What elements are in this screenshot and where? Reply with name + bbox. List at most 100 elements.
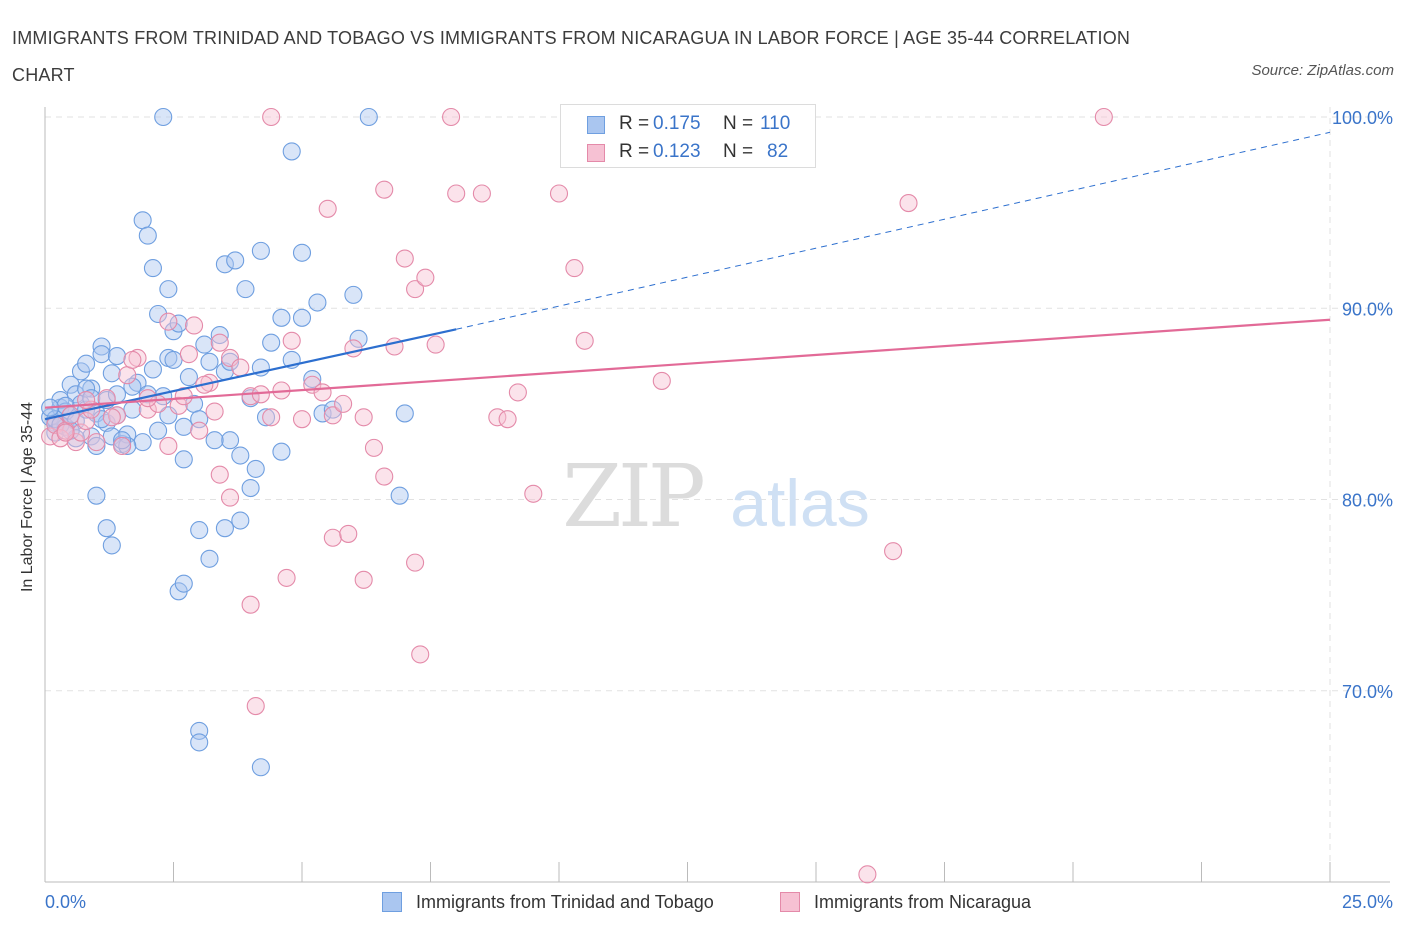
watermark-zip: ZIP — [562, 447, 703, 547]
nicaragua-point — [87, 433, 106, 452]
trinidad-point — [149, 421, 168, 440]
y-tick-label: 100.0% — [1332, 108, 1393, 128]
nicaragua-point — [565, 259, 584, 278]
trinidad-trend-line — [44, 328, 457, 421]
nicaragua-point — [102, 408, 121, 427]
legend-r-value: 0.123 — [653, 141, 701, 162]
trinidad-point — [102, 364, 121, 383]
nicaragua-point — [77, 412, 96, 431]
legend-swatch-trinidad — [382, 892, 402, 912]
nicaragua-point — [354, 408, 373, 427]
nicaragua-point — [442, 107, 461, 127]
nicaragua-point — [858, 865, 877, 884]
nicaragua-point — [179, 345, 198, 364]
nicaragua-point — [406, 553, 425, 572]
nicaragua-point — [1094, 107, 1113, 127]
trinidad-point — [262, 333, 281, 352]
trinidad-point — [292, 308, 312, 327]
nicaragua-point — [472, 184, 491, 203]
trinidad-point — [61, 375, 80, 394]
trinidad-point — [210, 325, 229, 345]
chart-source: Source: ZipAtlas.com — [1251, 62, 1394, 79]
legend-n-label: N = — [723, 113, 754, 134]
trinidad-point — [359, 107, 378, 127]
nicaragua-point — [123, 350, 142, 369]
legend-r-value: 0.175 — [653, 113, 701, 134]
nicaragua-point — [364, 438, 384, 457]
nicaragua-point — [205, 402, 224, 421]
trinidad-point — [102, 536, 121, 555]
nicaragua-point — [231, 358, 250, 377]
y-tick-label: 80.0% — [1342, 491, 1393, 511]
legend-row-trinidad: R = 0.175 N = 110 — [561, 111, 815, 139]
trinidad-point — [82, 379, 101, 398]
trinidad-point — [87, 436, 106, 456]
trinidad-point — [226, 251, 245, 270]
trinidad-point — [246, 459, 265, 478]
x-tick-label: 0.0% — [45, 892, 86, 912]
nicaragua-point — [447, 184, 466, 203]
nicaragua-point — [524, 484, 543, 503]
nicaragua-point — [262, 107, 281, 127]
nicaragua-point — [508, 383, 527, 402]
nicaragua-point — [406, 280, 425, 299]
nicaragua-trend-line — [44, 318, 1331, 409]
nicaragua-point — [575, 331, 594, 350]
trinidad-point — [164, 350, 183, 369]
legend-swatch-nicaragua — [780, 892, 800, 912]
nicaragua-point — [210, 333, 229, 352]
chart-title: IMMIGRANTS FROM TRINIDAD AND TOBAGO VS I… — [12, 28, 1131, 85]
nicaragua-point — [652, 371, 671, 390]
trinidad-point — [87, 486, 106, 505]
trinidad-point — [256, 408, 276, 427]
nicaragua-point — [884, 542, 903, 561]
trinidad-point — [303, 369, 322, 389]
trinidad-point — [113, 431, 132, 450]
trinidad-point — [138, 226, 157, 245]
trinidad-point — [159, 280, 178, 299]
legend-swatch-nicaragua — [587, 144, 605, 162]
nicaragua-point — [262, 408, 281, 427]
nicaragua-point — [246, 696, 265, 716]
trinidad-point — [323, 400, 342, 419]
trinidad-point — [200, 549, 219, 568]
trinidad-point — [215, 255, 234, 274]
trinidad-point — [154, 107, 173, 127]
trinidad-point — [107, 347, 127, 366]
nicaragua-point — [549, 184, 569, 203]
trinidad-point — [133, 433, 152, 452]
nicaragua-point — [277, 568, 296, 587]
legend-n-value: 110 — [760, 113, 791, 134]
nicaragua-point — [169, 396, 188, 415]
trinidad-point — [292, 243, 312, 262]
trinidad-point — [195, 335, 214, 354]
nicaragua-point — [354, 570, 373, 589]
trinidad-point — [344, 285, 363, 304]
trinidad-point — [190, 521, 209, 540]
nicaragua-point — [426, 335, 445, 354]
trinidad-point — [174, 417, 193, 436]
trinidad-point — [143, 360, 162, 379]
legend-r-label: R = — [619, 113, 650, 134]
trinidad-point — [123, 400, 142, 419]
nicaragua-point — [318, 199, 337, 218]
nicaragua-point — [220, 488, 240, 507]
trinidad-point — [231, 511, 250, 530]
trinidad-point — [272, 442, 291, 461]
nicaragua-point — [159, 312, 178, 331]
watermark-atlas: atlas — [730, 466, 869, 540]
trinidad-point — [133, 211, 152, 230]
trinidad-point — [190, 733, 209, 752]
trinidad-point — [97, 519, 116, 538]
nicaragua-point — [159, 436, 178, 456]
trinidad-point — [143, 259, 162, 278]
nicaragua-point — [210, 465, 229, 484]
y-tick-label: 90.0% — [1342, 299, 1393, 319]
trinidad-point — [149, 304, 168, 324]
nicaragua-point — [185, 316, 204, 335]
trinidad-point — [92, 345, 111, 364]
trinidad-point — [205, 431, 224, 450]
legend-n-value: 82 — [767, 141, 789, 162]
nicaragua-point — [339, 524, 358, 543]
